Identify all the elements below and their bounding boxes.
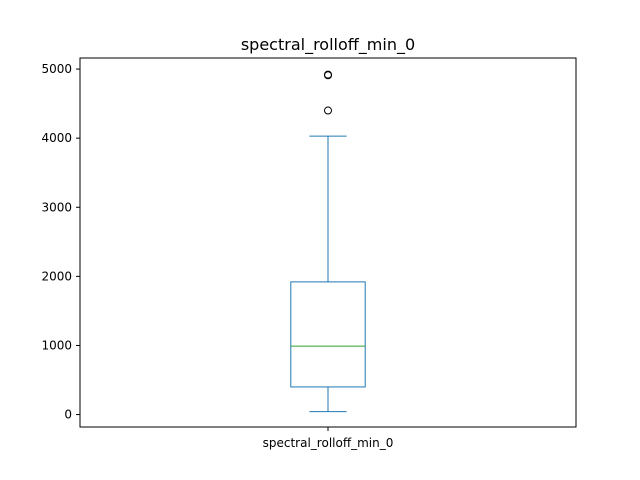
outlier-point bbox=[324, 106, 332, 115]
outlier-point bbox=[324, 70, 332, 79]
y-tick-label: 0 bbox=[64, 408, 72, 422]
y-tick-label: 5000 bbox=[41, 62, 72, 76]
interquartile-box bbox=[290, 281, 366, 388]
box-group bbox=[290, 70, 366, 413]
box-series bbox=[290, 70, 366, 413]
x-tick-label: spectral_rolloff_min_0 bbox=[263, 436, 394, 450]
y-tick-label: 1000 bbox=[41, 338, 72, 352]
y-axis: 0 1000 2000 3000 4000 5000 bbox=[41, 62, 80, 422]
chart-title: spectral_rolloff_min_0 bbox=[241, 35, 415, 55]
y-tick-label: 2000 bbox=[41, 269, 72, 283]
x-axis: spectral_rolloff_min_0 bbox=[263, 427, 394, 450]
y-tick-label: 4000 bbox=[41, 131, 72, 145]
y-tick-label: 3000 bbox=[41, 200, 72, 214]
